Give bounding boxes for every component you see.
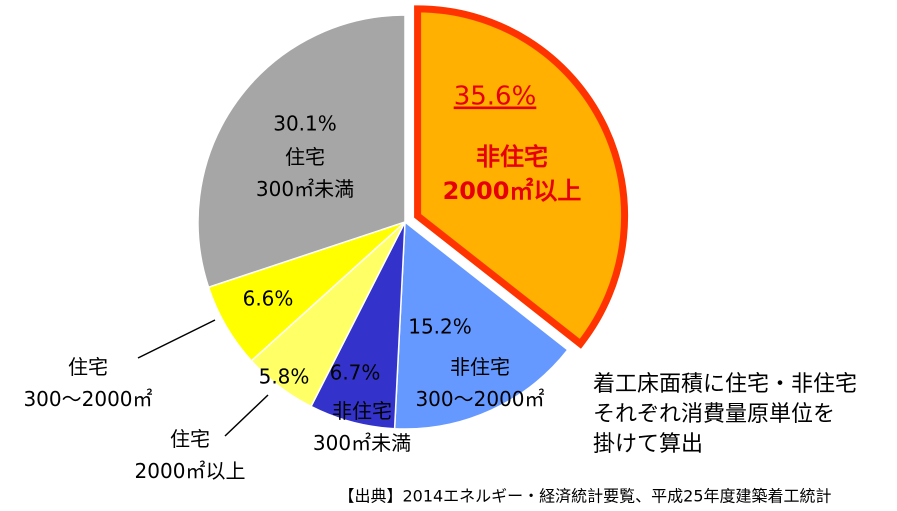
value-label: 15.2%	[408, 315, 472, 339]
slice-label: 住宅 2000㎡以上	[135, 427, 246, 483]
pie-slice	[414, 5, 629, 349]
slice-label: 非住宅 2000㎡以上	[443, 143, 582, 205]
annotation: 着工床面積に住宅・非住宅それぞれ消費量原単位を掛けて算出	[593, 372, 857, 457]
leader-line	[137, 319, 216, 359]
leader-line	[224, 394, 269, 437]
pie-slice	[197, 14, 406, 289]
source-note: 【出典】2014エネルギー・経済統計要覧、平成25年度建築着工統計	[338, 487, 831, 506]
value-label: 35.6%	[454, 82, 537, 112]
value-label: 6.6%	[243, 287, 294, 311]
slice-label: 非住宅 300㎡未満	[313, 399, 411, 455]
slice-label: 住宅 300㎡未満	[256, 145, 354, 201]
pie-slice	[393, 220, 569, 430]
value-label: 6.7%	[330, 361, 381, 385]
slice-label: 住宅 300〜2000㎡	[23, 355, 152, 411]
slice-label: 非住宅 300〜2000㎡	[415, 355, 544, 411]
value-label: 30.1%	[273, 112, 337, 136]
value-label: 5.8%	[259, 365, 310, 389]
